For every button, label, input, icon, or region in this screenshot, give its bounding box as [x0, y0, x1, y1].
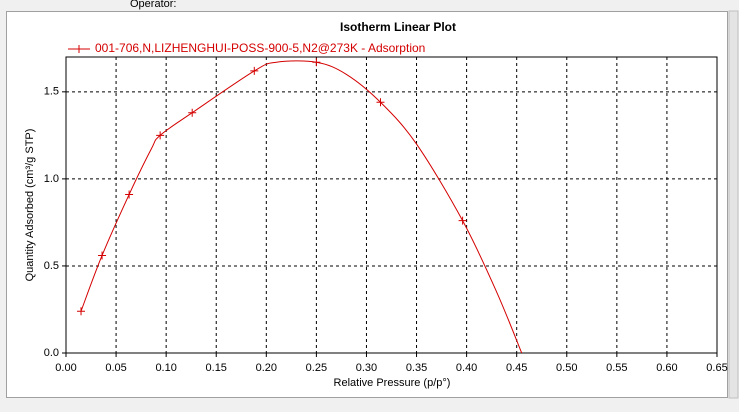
x-tick-label: 0.00: [55, 362, 76, 374]
x-tick-label: 0.15: [206, 362, 227, 374]
plot-frame: [65, 56, 718, 354]
x-axis-label: Relative Pressure (p/p°): [334, 377, 451, 389]
x-tick-label: 0.55: [606, 362, 627, 374]
marker: [458, 216, 467, 225]
header-text: Operator:: [130, 0, 176, 10]
x-tick-label: 0.10: [155, 362, 176, 374]
chart-title: Isotherm Linear Plot: [340, 20, 456, 34]
x-tick-label: 0.25: [306, 362, 327, 374]
scroll-strip: [728, 10, 739, 399]
marker: [98, 251, 107, 260]
chart-panel: [6, 11, 728, 398]
marker: [156, 131, 165, 140]
marker: [188, 108, 197, 117]
x-tick-label: 0.40: [456, 362, 477, 374]
marker: [77, 307, 86, 316]
x-tick-label: 0.05: [105, 362, 126, 374]
y-tick-label: 1.0: [44, 173, 59, 185]
y-tick-label: 1.5: [44, 86, 59, 98]
y-tick-label: 0.5: [44, 260, 59, 272]
y-tick-label: 0.0: [44, 347, 59, 359]
marker: [376, 98, 385, 107]
x-tick-label: 0.60: [656, 362, 677, 374]
legend-marker: [75, 45, 83, 53]
y-axis-label: Quantity Adsorbed (cm³/g STP): [24, 129, 36, 282]
x-tick-label: 0.30: [356, 362, 377, 374]
x-tick-label: 0.20: [256, 362, 277, 374]
x-tick-label: 0.65: [706, 362, 727, 374]
marker: [312, 58, 321, 67]
legend-label: 001-706,N,LIZHENGHUI-POSS-900-5,N2@273K …: [95, 41, 425, 55]
marker: [125, 190, 134, 199]
x-tick-label: 0.50: [556, 362, 577, 374]
x-tick-label: 0.45: [506, 362, 527, 374]
x-tick-label: 0.35: [406, 362, 427, 374]
fit-line: [80, 60, 523, 353]
marker: [250, 66, 259, 75]
